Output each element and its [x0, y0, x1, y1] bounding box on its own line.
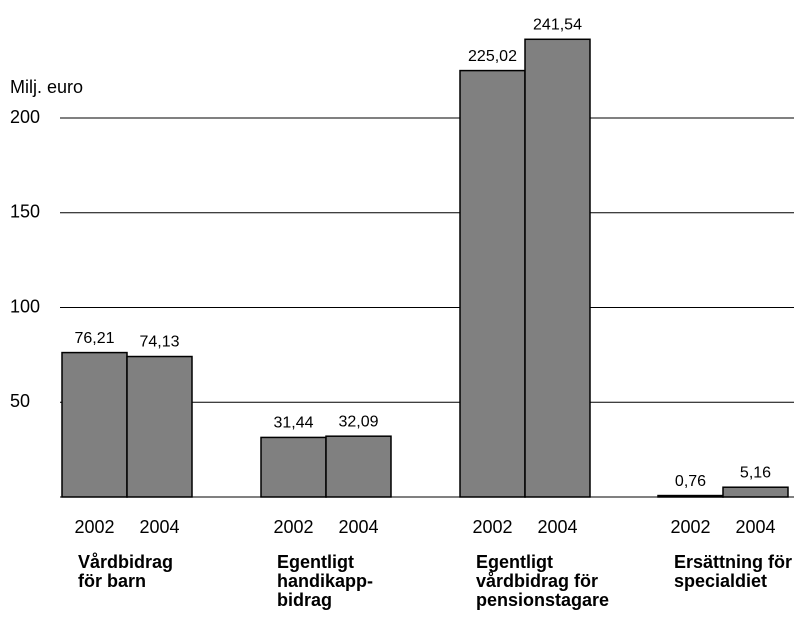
bar: [325, 435, 392, 498]
value-label: 74,13: [139, 334, 179, 351]
category-label: Ersättning för: [674, 552, 792, 572]
x-tick-label: 2002: [74, 517, 114, 537]
category-label: Vårdbidrag: [78, 552, 173, 572]
value-label: 32,09: [338, 413, 378, 430]
x-tick-label: 2002: [273, 517, 313, 537]
category-label: vårdbidrag för: [476, 571, 598, 591]
category-label: specialdiet: [674, 571, 767, 591]
y-tick-label: 100: [10, 296, 40, 316]
y-tick-label: 50: [10, 391, 30, 411]
bar: [260, 436, 327, 498]
y-tick-label: 200: [10, 107, 40, 127]
y-tick-label: 150: [10, 202, 40, 222]
category-label: pensionstagare: [476, 590, 609, 610]
x-tick-label: 2004: [338, 517, 378, 537]
value-label: 241,54: [533, 17, 582, 34]
x-tick-label: 2004: [537, 517, 577, 537]
category-label: handikapp-: [277, 571, 373, 591]
x-tick-label: 2004: [735, 517, 775, 537]
x-tick-label: 2002: [670, 517, 710, 537]
category-label: Egentligt: [277, 552, 354, 572]
value-label: 225,02: [468, 48, 517, 65]
bar: [459, 69, 526, 498]
bar: [657, 494, 724, 498]
x-tick-label: 2004: [139, 517, 179, 537]
y-axis-label: Milj. euro: [10, 77, 83, 97]
value-label: 31,44: [273, 415, 313, 432]
category-label: bidrag: [277, 590, 332, 610]
value-label: 5,16: [740, 464, 771, 481]
value-label: 76,21: [74, 330, 114, 347]
x-tick-label: 2002: [472, 517, 512, 537]
category-label: för barn: [78, 571, 146, 591]
category-label: Egentligt: [476, 552, 553, 572]
bar: [524, 38, 591, 498]
bar: [722, 486, 789, 498]
value-label: 0,76: [675, 473, 706, 490]
bar: [61, 351, 128, 498]
bar: [126, 355, 193, 498]
